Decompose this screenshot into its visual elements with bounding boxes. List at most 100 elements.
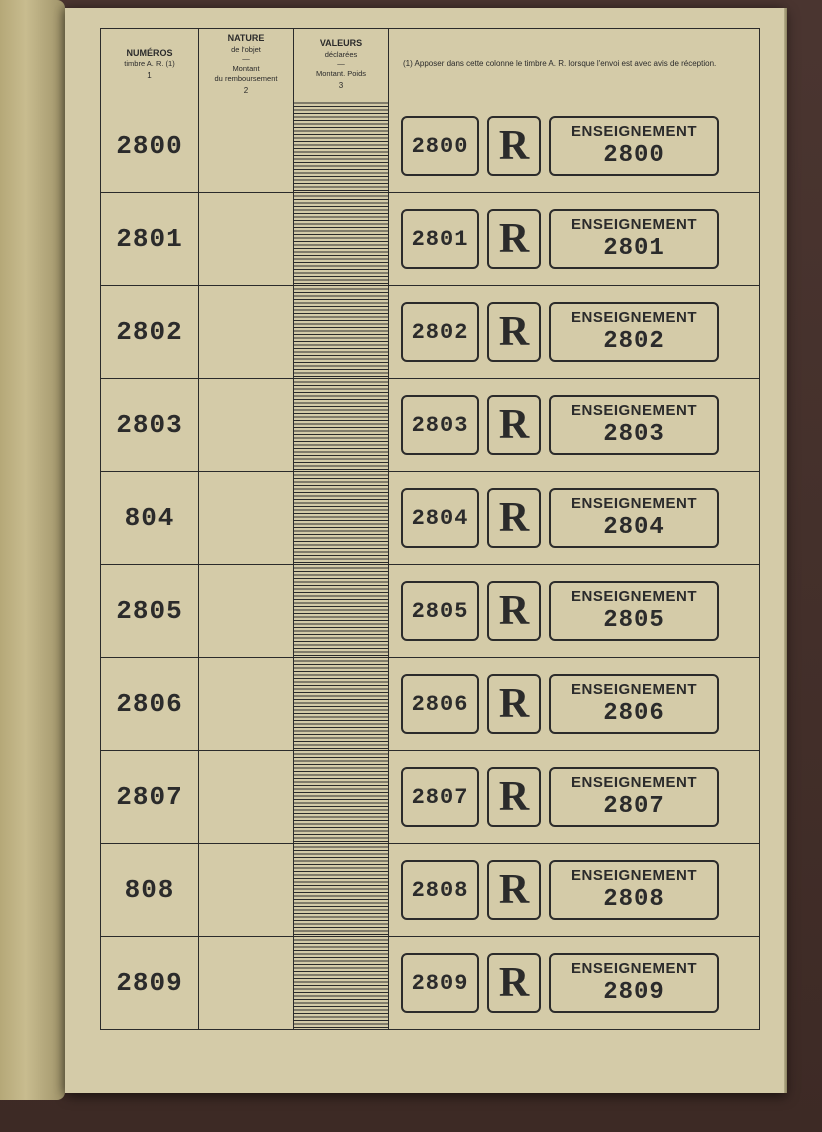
enseignement-label: ENSEIGNEMENT — [571, 216, 697, 233]
row-nature-cell — [199, 379, 294, 471]
enseignement-label: ENSEIGNEMENT — [571, 495, 697, 512]
enseignement-num: 2801 — [603, 235, 665, 262]
r-letter: R — [499, 401, 529, 449]
stamp-enseignement: ENSEIGNEMENT 2802 — [549, 302, 719, 362]
r-letter: R — [499, 587, 529, 635]
row-nature-cell — [199, 565, 294, 657]
ledger-row: 2802 2802 R ENSEIGNEMENT 2802 — [100, 286, 760, 379]
stamp-num-text: 2809 — [412, 971, 469, 996]
page-content: NUMÉROS timbre A. R. (1) 1 NATURE de l'o… — [100, 28, 760, 1073]
ledger-row: 2805 2805 R ENSEIGNEMENT 2805 — [100, 565, 760, 658]
header-num: 3 — [339, 81, 343, 91]
stamp-num-text: 2801 — [412, 227, 469, 252]
row-nature-cell — [199, 100, 294, 192]
header-sub: — — [337, 59, 345, 69]
ledger-row: 2801 2801 R ENSEIGNEMENT 2801 — [100, 193, 760, 286]
header-sub: — — [242, 54, 250, 64]
row-labels-cell: 2803 R ENSEIGNEMENT 2803 — [389, 379, 759, 471]
row-valeurs-cell — [294, 844, 389, 936]
enseignement-label: ENSEIGNEMENT — [571, 681, 697, 698]
header-valeurs: VALEURS déclarées — Montant. Poids 3 — [294, 29, 389, 100]
row-labels-cell: 2808 R ENSEIGNEMENT 2808 — [389, 844, 759, 936]
enseignement-num: 2803 — [603, 421, 665, 448]
enseignement-label: ENSEIGNEMENT — [571, 309, 697, 326]
r-letter: R — [499, 215, 529, 263]
header-num: 1 — [147, 71, 151, 81]
row-valeurs-cell — [294, 286, 389, 378]
header-sub: Montant. Poids — [316, 69, 366, 79]
r-letter: R — [499, 959, 529, 1007]
row-valeurs-cell — [294, 565, 389, 657]
stamp-number: 2804 — [401, 488, 479, 548]
header-sub: timbre A. R. (1) — [124, 59, 174, 69]
row-number-cell: 2800 — [101, 100, 199, 192]
row-nature-cell — [199, 751, 294, 843]
stamp-number: 2805 — [401, 581, 479, 641]
row-nature-cell — [199, 844, 294, 936]
enseignement-num: 2809 — [603, 979, 665, 1006]
header-sub: Montant — [232, 64, 259, 74]
stamp-number: 2809 — [401, 953, 479, 1013]
stamp-num-text: 2802 — [412, 320, 469, 345]
stamp-r: R — [487, 116, 541, 176]
stamp-enseignement: ENSEIGNEMENT 2808 — [549, 860, 719, 920]
row-number-cell: 2807 — [101, 751, 199, 843]
enseignement-num: 2807 — [603, 793, 665, 820]
stamp-r: R — [487, 302, 541, 362]
enseignement-label: ENSEIGNEMENT — [571, 123, 697, 140]
stamp-number: 2803 — [401, 395, 479, 455]
ledger-row: 2803 2803 R ENSEIGNEMENT 2803 — [100, 379, 760, 472]
header-sub: du remboursement — [215, 74, 278, 84]
ledger-page: NUMÉROS timbre A. R. (1) 1 NATURE de l'o… — [65, 8, 785, 1093]
header-note: (1) Apposer dans cette colonne le timbre… — [389, 29, 759, 100]
page-edge — [784, 8, 787, 1093]
row-nature-cell — [199, 472, 294, 564]
stamp-enseignement: ENSEIGNEMENT 2806 — [549, 674, 719, 734]
ledger-row: 804 2804 R ENSEIGNEMENT 2804 — [100, 472, 760, 565]
stamp-number: 2801 — [401, 209, 479, 269]
row-labels-cell: 2800 R ENSEIGNEMENT 2800 — [389, 100, 759, 192]
stamp-r: R — [487, 674, 541, 734]
row-valeurs-cell — [294, 100, 389, 192]
row-number-cell: 804 — [101, 472, 199, 564]
r-letter: R — [499, 122, 529, 170]
stamp-number: 2807 — [401, 767, 479, 827]
row-nature-cell — [199, 937, 294, 1029]
row-valeurs-cell — [294, 658, 389, 750]
row-number-cell: 2809 — [101, 937, 199, 1029]
header-nature: NATURE de l'objet — Montant du rembourse… — [199, 29, 294, 100]
r-letter: R — [499, 680, 529, 728]
header-title: VALEURS — [320, 38, 362, 50]
stamp-num-text: 2808 — [412, 878, 469, 903]
header-sub: de l'objet — [231, 45, 261, 55]
stamp-r: R — [487, 209, 541, 269]
ledger-row: 2806 2806 R ENSEIGNEMENT 2806 — [100, 658, 760, 751]
stamp-r: R — [487, 953, 541, 1013]
stamp-number: 2808 — [401, 860, 479, 920]
row-valeurs-cell — [294, 472, 389, 564]
stamp-enseignement: ENSEIGNEMENT 2803 — [549, 395, 719, 455]
enseignement-num: 2804 — [603, 514, 665, 541]
enseignement-num: 2806 — [603, 700, 665, 727]
stamp-r: R — [487, 395, 541, 455]
enseignement-label: ENSEIGNEMENT — [571, 402, 697, 419]
ledger-row: 2807 2807 R ENSEIGNEMENT 2807 — [100, 751, 760, 844]
stamp-num-text: 2800 — [412, 134, 469, 159]
header-title: NATURE — [228, 33, 265, 45]
ledger-row: 2809 2809 R ENSEIGNEMENT 2809 — [100, 937, 760, 1030]
row-labels-cell: 2807 R ENSEIGNEMENT 2807 — [389, 751, 759, 843]
enseignement-label: ENSEIGNEMENT — [571, 960, 697, 977]
row-nature-cell — [199, 193, 294, 285]
row-valeurs-cell — [294, 751, 389, 843]
enseignement-num: 2805 — [603, 607, 665, 634]
row-number-cell: 2803 — [101, 379, 199, 471]
stamp-num-text: 2805 — [412, 599, 469, 624]
row-nature-cell — [199, 658, 294, 750]
stamp-num-text: 2807 — [412, 785, 469, 810]
r-letter: R — [499, 773, 529, 821]
stamp-num-text: 2806 — [412, 692, 469, 717]
row-number-cell: 2806 — [101, 658, 199, 750]
stamp-number: 2802 — [401, 302, 479, 362]
stamp-r: R — [487, 488, 541, 548]
row-valeurs-cell — [294, 193, 389, 285]
